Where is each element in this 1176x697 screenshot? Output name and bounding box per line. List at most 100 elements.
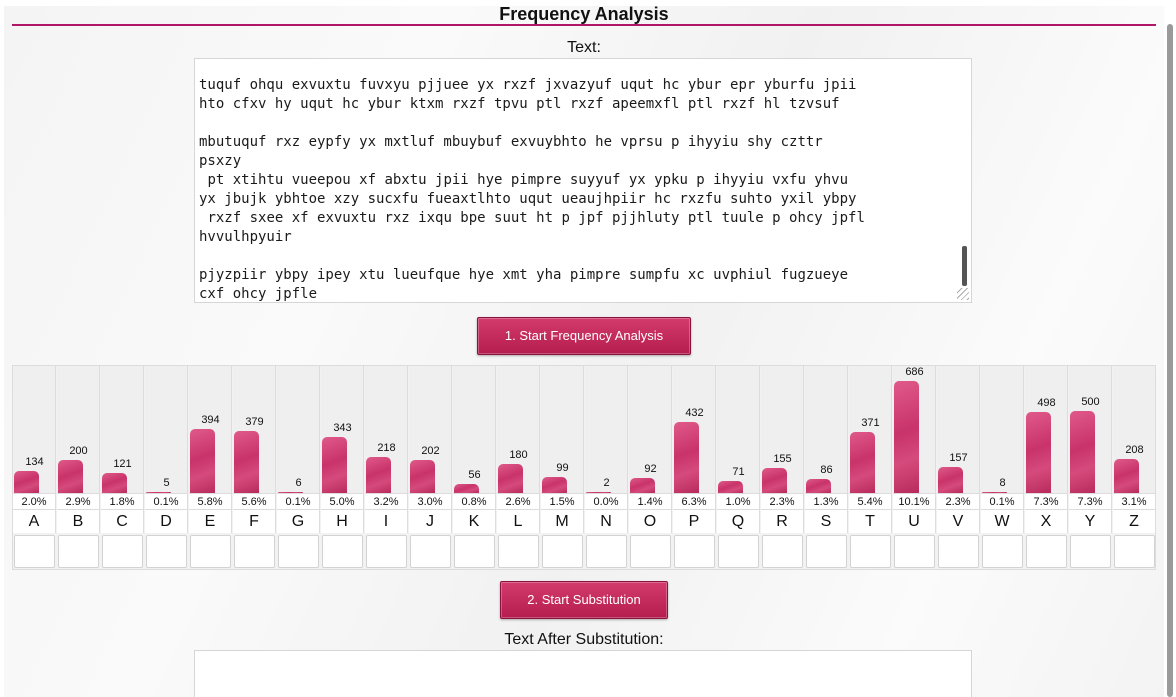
frequency-bar-g <box>278 492 303 493</box>
letter-column-z: 208 3.1% Z <box>1113 366 1156 569</box>
count-label-n: 2 <box>603 477 610 489</box>
letter-column-n: 2 0.0% N <box>585 366 628 569</box>
frequency-bar-t <box>850 432 875 493</box>
letter-column-t: 371 5.4% T <box>849 366 892 569</box>
frequency-bar-p <box>674 422 699 493</box>
substitution-input-e[interactable] <box>190 535 231 568</box>
substitution-input-j[interactable] <box>410 535 451 568</box>
letter-column-h: 343 5.0% H <box>321 366 364 569</box>
substitution-input-b[interactable] <box>58 535 99 568</box>
substitution-input-s[interactable] <box>806 535 847 568</box>
percent-label-k: 0.8% <box>453 493 496 509</box>
bar-area: 432 <box>673 366 716 493</box>
substitution-input-f[interactable] <box>234 535 275 568</box>
percent-label-i: 3.2% <box>365 493 408 509</box>
letter-label-v: V <box>937 509 980 533</box>
letter-label-k: K <box>453 509 496 533</box>
bar-area: 686 <box>893 366 936 493</box>
bar-area: 56 <box>453 366 496 493</box>
bar-area: 500 <box>1069 366 1112 493</box>
substitution-input-i[interactable] <box>366 535 407 568</box>
letter-column-g: 6 0.1% G <box>277 366 320 569</box>
substitution-input-y[interactable] <box>1070 535 1111 568</box>
frequency-bar-u <box>894 381 919 493</box>
count-label-j: 202 <box>421 445 440 457</box>
frequency-bar-v <box>938 467 963 493</box>
bar-area: 343 <box>321 366 364 493</box>
letter-column-m: 99 1.5% M <box>541 366 584 569</box>
substitution-input-w[interactable] <box>982 535 1023 568</box>
start-frequency-analysis-button[interactable]: 1. Start Frequency Analysis <box>477 317 691 355</box>
substitution-input-l[interactable] <box>498 535 539 568</box>
frequency-bar-w <box>982 492 1007 493</box>
bar-area: 498 <box>1025 366 1068 493</box>
percent-label-o: 1.4% <box>629 493 672 509</box>
count-label-q: 71 <box>732 466 745 478</box>
count-label-o: 92 <box>644 463 657 475</box>
bar-area: 2 <box>585 366 628 493</box>
letter-column-d: 5 0.1% D <box>145 366 188 569</box>
substitution-input-c[interactable] <box>102 535 143 568</box>
substituted-text-area[interactable] <box>194 650 972 697</box>
letter-label-z: Z <box>1113 509 1156 533</box>
percent-label-p: 6.3% <box>673 493 716 509</box>
letter-label-i: I <box>365 509 408 533</box>
page-title: Frequency Analysis <box>499 4 669 24</box>
letter-label-n: N <box>585 509 628 533</box>
frequency-bar-e <box>190 429 215 493</box>
substitution-input-z[interactable] <box>1114 535 1155 568</box>
substitution-input-h[interactable] <box>322 535 363 568</box>
substitution-input-g[interactable] <box>278 535 319 568</box>
substitution-input-r[interactable] <box>762 535 803 568</box>
frequency-bar-m <box>542 477 567 493</box>
start-substitution-button[interactable]: 2. Start Substitution <box>500 581 668 619</box>
substitution-input-t[interactable] <box>850 535 891 568</box>
bar-area: 180 <box>497 366 540 493</box>
letter-label-c: C <box>101 509 144 533</box>
substitution-input-x[interactable] <box>1026 535 1067 568</box>
bar-area: 371 <box>849 366 892 493</box>
letter-label-a: A <box>13 509 56 533</box>
frequency-bar-k <box>454 484 479 493</box>
percent-label-u: 10.1% <box>893 493 936 509</box>
percent-label-c: 1.8% <box>101 493 144 509</box>
substitution-input-u[interactable] <box>894 535 935 568</box>
percent-label-y: 7.3% <box>1069 493 1112 509</box>
percent-label-j: 3.0% <box>409 493 452 509</box>
bar-area: 202 <box>409 366 452 493</box>
after-substitution-label: Text After Substitution: <box>504 631 664 648</box>
letter-column-j: 202 3.0% J <box>409 366 452 569</box>
substitution-input-d[interactable] <box>146 535 187 568</box>
percent-label-v: 2.3% <box>937 493 980 509</box>
frequency-bar-h <box>322 437 347 493</box>
percent-label-h: 5.0% <box>321 493 364 509</box>
count-label-i: 218 <box>377 442 396 454</box>
count-label-f: 379 <box>245 416 264 428</box>
count-label-a: 134 <box>25 456 44 468</box>
cipher-text-area[interactable]: tuquf ohqu exvuxtu fuvxyu pjjuee yx rxzf… <box>194 58 972 303</box>
letter-column-w: 8 0.1% W <box>981 366 1024 569</box>
substitution-input-p[interactable] <box>674 535 715 568</box>
letter-label-u: U <box>893 509 936 533</box>
count-label-v: 157 <box>949 452 968 464</box>
page-scrollbar-thumb[interactable] <box>1167 24 1173 697</box>
frequency-bar-c <box>102 473 127 493</box>
letter-label-j: J <box>409 509 452 533</box>
percent-label-w: 0.1% <box>981 493 1024 509</box>
letter-label-h: H <box>321 509 364 533</box>
resize-grip-icon[interactable] <box>957 288 969 300</box>
percent-label-l: 2.6% <box>497 493 540 509</box>
substitution-input-m[interactable] <box>542 535 583 568</box>
bar-area: 99 <box>541 366 584 493</box>
substitution-input-a[interactable] <box>14 535 55 568</box>
percent-label-e: 5.8% <box>189 493 232 509</box>
text-area-scrollbar[interactable] <box>962 246 967 286</box>
substitution-input-k[interactable] <box>454 535 495 568</box>
substitution-input-q[interactable] <box>718 535 759 568</box>
substitution-input-v[interactable] <box>938 535 979 568</box>
percent-label-m: 1.5% <box>541 493 584 509</box>
substitution-input-n[interactable] <box>586 535 627 568</box>
letter-column-o: 92 1.4% O <box>629 366 672 569</box>
substitution-input-o[interactable] <box>630 535 671 568</box>
count-label-z: 208 <box>1125 444 1144 456</box>
